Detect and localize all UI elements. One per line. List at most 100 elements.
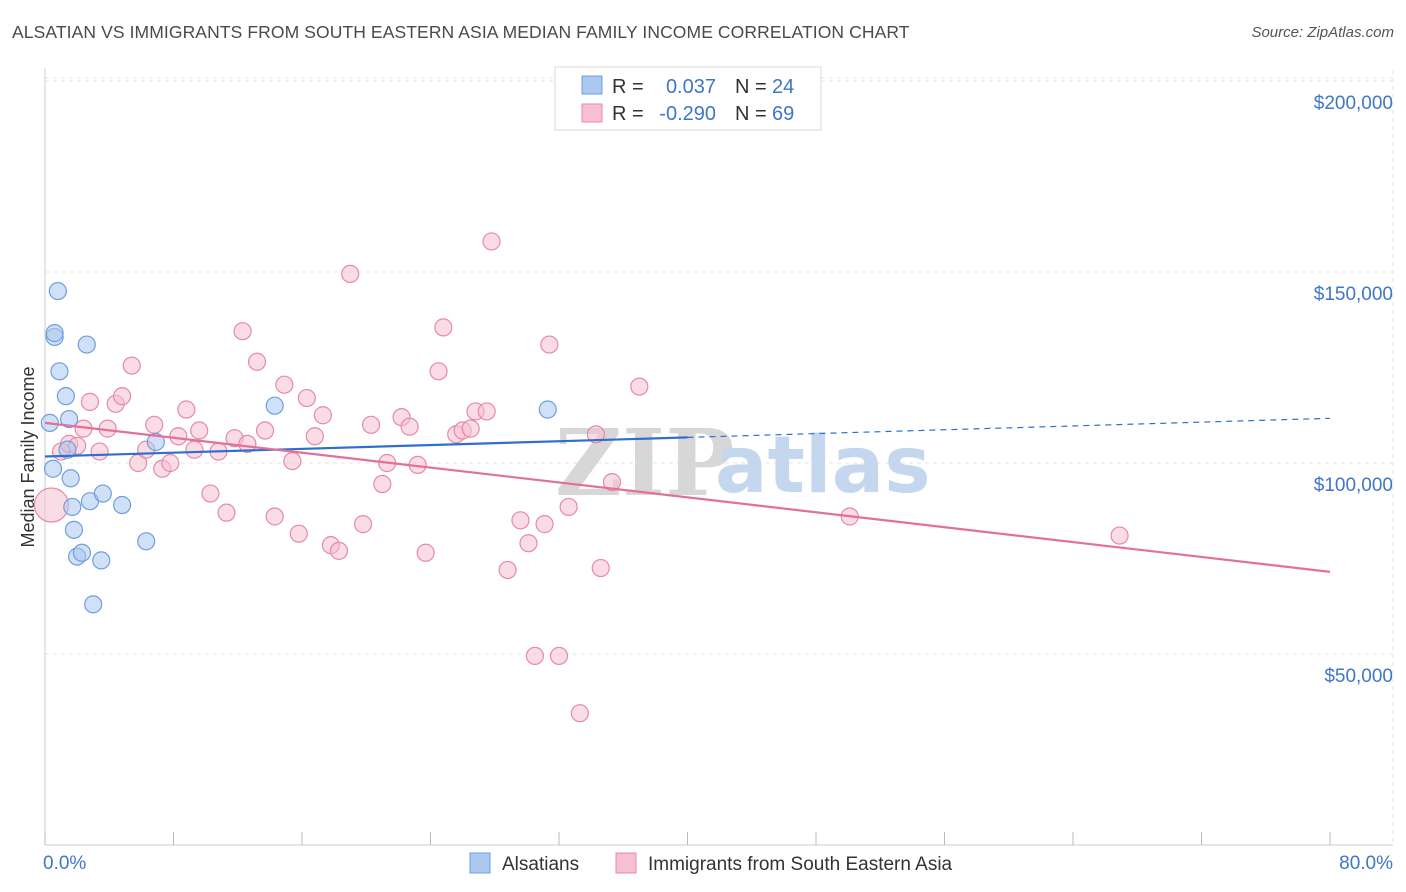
bottom-legend: Alsatians Immigrants from South Eastern … — [469, 852, 953, 875]
blue-point — [63, 497, 82, 517]
pink-point — [283, 451, 302, 471]
blue-point — [50, 362, 69, 381]
pink-point — [297, 388, 316, 408]
bottom-legend-alsatians: Alsatians — [502, 854, 579, 875]
pink-point — [313, 406, 332, 425]
trend-lines — [44, 417, 1331, 573]
y-tick-labels: $50,000 $100,000 $150,000 $200,000 — [1314, 93, 1393, 687]
pink-point — [247, 352, 267, 371]
legend-r-value-1: 0.037 — [666, 76, 716, 98]
pink-point — [122, 356, 141, 375]
pink-point — [169, 427, 188, 446]
pink-point — [80, 392, 100, 411]
blue-point — [112, 495, 132, 515]
y-tick-label-1: $100,000 — [1314, 475, 1393, 496]
blue-point — [48, 282, 67, 301]
blue-point — [146, 432, 165, 452]
pink-point — [201, 484, 220, 503]
pink-point — [238, 434, 257, 453]
legend-n-label-1: N = — [735, 76, 767, 98]
blue-point — [64, 520, 84, 539]
series-immigrants-points — [33, 232, 1129, 723]
pink-point — [511, 511, 530, 530]
y-axis-label: Median Family Income — [18, 366, 38, 547]
x-tick-label-left: 0.0% — [43, 853, 86, 874]
blue-point — [45, 324, 64, 343]
grid-lines — [45, 70, 1394, 845]
blue-point — [77, 335, 96, 354]
source-label: Source: ZipAtlas.com — [1251, 24, 1394, 41]
blue-point — [137, 532, 156, 551]
pink-point — [416, 543, 435, 562]
legend-n-value-1: 24 — [772, 76, 794, 98]
legend-r-label-2: R = — [612, 103, 644, 125]
pink-point — [177, 400, 196, 419]
pink-point — [329, 541, 349, 560]
series-alsatians-points — [40, 282, 557, 614]
pink-point — [477, 402, 496, 421]
legend-swatch-alsatians — [581, 75, 603, 95]
pink-point — [630, 377, 649, 396]
pink-point — [185, 440, 204, 459]
pink-point — [429, 362, 448, 381]
pink-point — [602, 473, 622, 492]
watermark: ZIP atlas — [555, 409, 931, 517]
pink-point — [461, 419, 480, 438]
blue-point — [84, 595, 103, 614]
pink-point — [305, 427, 324, 446]
pink-point — [400, 417, 419, 436]
pink-point — [145, 415, 164, 434]
pink-point — [265, 507, 284, 526]
legend-r-label-1: R = — [612, 76, 644, 98]
pink-point — [341, 264, 360, 284]
pink-point — [112, 387, 132, 406]
pink-point — [275, 375, 294, 394]
blue-point — [58, 440, 77, 459]
trend-line-alsatians-extension — [687, 417, 1331, 439]
bottom-legend-swatch-immigrants — [615, 852, 637, 874]
blue-point — [59, 409, 79, 429]
pink-point — [190, 421, 209, 440]
watermark-atlas: atlas — [715, 421, 931, 511]
blue-point — [56, 387, 75, 406]
legend-n-label-2: N = — [735, 103, 767, 125]
top-legend: R = 0.037 N = 24 R = -0.290 N = 69 — [554, 66, 822, 131]
pink-point — [570, 704, 589, 723]
legend-swatch-immigrants — [581, 103, 603, 123]
legend-r-value-2: -0.290 — [659, 103, 716, 125]
pink-point — [586, 425, 606, 444]
pink-point — [233, 322, 252, 341]
blue-point — [92, 551, 111, 570]
pink-point — [525, 646, 545, 666]
y-tick-label-2: $150,000 — [1314, 284, 1393, 305]
pink-point — [535, 515, 554, 534]
blue-point — [93, 484, 112, 503]
blue-point — [538, 400, 557, 419]
trend-line-alsatians — [44, 436, 688, 458]
pink-point — [361, 415, 381, 434]
pink-point — [591, 558, 610, 578]
y-tick-label-3: $200,000 — [1314, 93, 1393, 114]
pink-point — [559, 497, 578, 517]
pink-point — [161, 453, 180, 473]
pink-point — [373, 474, 392, 494]
pink-point — [289, 524, 308, 543]
pink-point — [498, 560, 517, 580]
x-tick-label-right: 80.0% — [1339, 853, 1393, 874]
y-tick-label-0: $50,000 — [1324, 666, 1393, 687]
blue-point — [265, 396, 284, 415]
pink-point — [549, 646, 569, 666]
pink-point — [519, 534, 538, 553]
legend-n-value-2: 69 — [772, 103, 794, 125]
blue-point — [43, 459, 63, 478]
blue-point — [72, 543, 92, 562]
pink-point — [1110, 526, 1129, 545]
pink-point — [482, 232, 501, 251]
blue-point — [61, 469, 80, 488]
pink-point — [540, 335, 559, 354]
pink-point — [217, 503, 236, 522]
pink-point — [434, 318, 453, 337]
pink-point — [255, 421, 275, 440]
chart-title: ALSATIAN VS IMMIGRANTS FROM SOUTH EASTER… — [12, 22, 910, 42]
